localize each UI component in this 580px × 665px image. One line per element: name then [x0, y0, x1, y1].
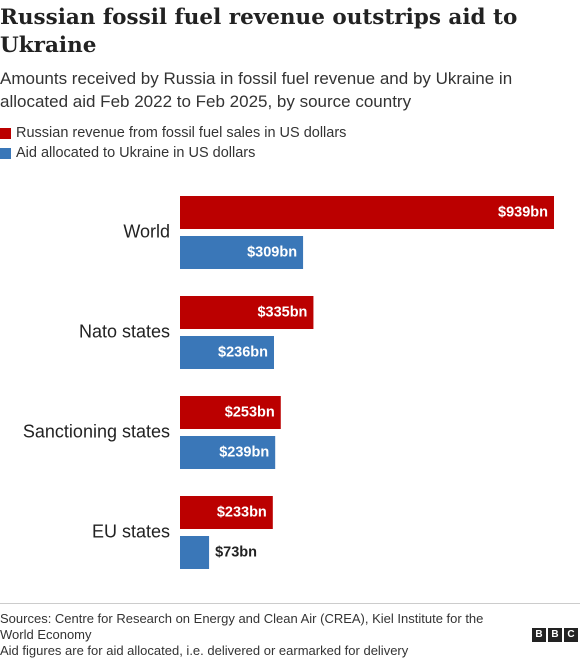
- footer: Sources: Centre for Research on Energy a…: [0, 611, 520, 659]
- bar-value-label: $236bn: [218, 344, 268, 360]
- bar-russia-revenue: [180, 196, 554, 229]
- bar-ukraine-aid: [180, 236, 304, 269]
- legend: Russian revenue from fossil fuel sales i…: [0, 123, 346, 163]
- chart-title: Russian fossil fuel revenue outstrips ai…: [0, 5, 518, 58]
- footer-note: Aid figures are for aid allocated, i.e. …: [0, 643, 409, 658]
- footer-divider: [0, 603, 580, 604]
- bar-ukraine-aid: [180, 436, 276, 469]
- category-label: EU states: [92, 521, 170, 541]
- bar-russia-revenue: [180, 496, 273, 529]
- chart-subtitle: Amounts received by Russia in fossil fue…: [0, 69, 513, 111]
- bar-russia-revenue: [180, 296, 314, 329]
- bar-value-label: $233bn: [217, 504, 267, 520]
- bbc-logo-letter: B: [548, 628, 562, 642]
- footer-sources: Sources: Centre for Research on Energy a…: [0, 611, 484, 642]
- category-label: World: [123, 221, 170, 241]
- category-label: Sanctioning states: [23, 421, 170, 441]
- bar-value-label: $309bn: [247, 244, 297, 260]
- legend-item-ukraine: Aid allocated to Ukraine in US dollars: [0, 143, 346, 163]
- bar-value-label: $73bn: [215, 544, 257, 560]
- bar-value-label: $335bn: [257, 304, 307, 320]
- bbc-logo-letter: C: [564, 628, 578, 642]
- legend-label-ukraine: Aid allocated to Ukraine in US dollars: [16, 145, 256, 161]
- bar-ukraine-aid: [180, 336, 274, 369]
- category-label: Nato states: [79, 321, 170, 341]
- legend-label-russia: Russian revenue from fossil fuel sales i…: [16, 125, 347, 141]
- bar-chart: World $939bn $309bn Nato states $335bn $236bn…: [23, 196, 554, 569]
- bbc-logo-letter: B: [532, 628, 546, 642]
- bar-ukraine-aid: [180, 536, 210, 569]
- legend-swatch-ukraine: [0, 147, 11, 159]
- bar-value-label: $239bn: [219, 444, 269, 460]
- bar-value-label: $253bn: [225, 404, 275, 420]
- bar-value-label: $939bn: [498, 204, 548, 220]
- bbc-logo: B B C: [532, 628, 578, 642]
- legend-item-russia: Russian revenue from fossil fuel sales i…: [0, 123, 346, 143]
- legend-swatch-russia: [0, 127, 11, 139]
- bar-russia-revenue: [180, 396, 281, 429]
